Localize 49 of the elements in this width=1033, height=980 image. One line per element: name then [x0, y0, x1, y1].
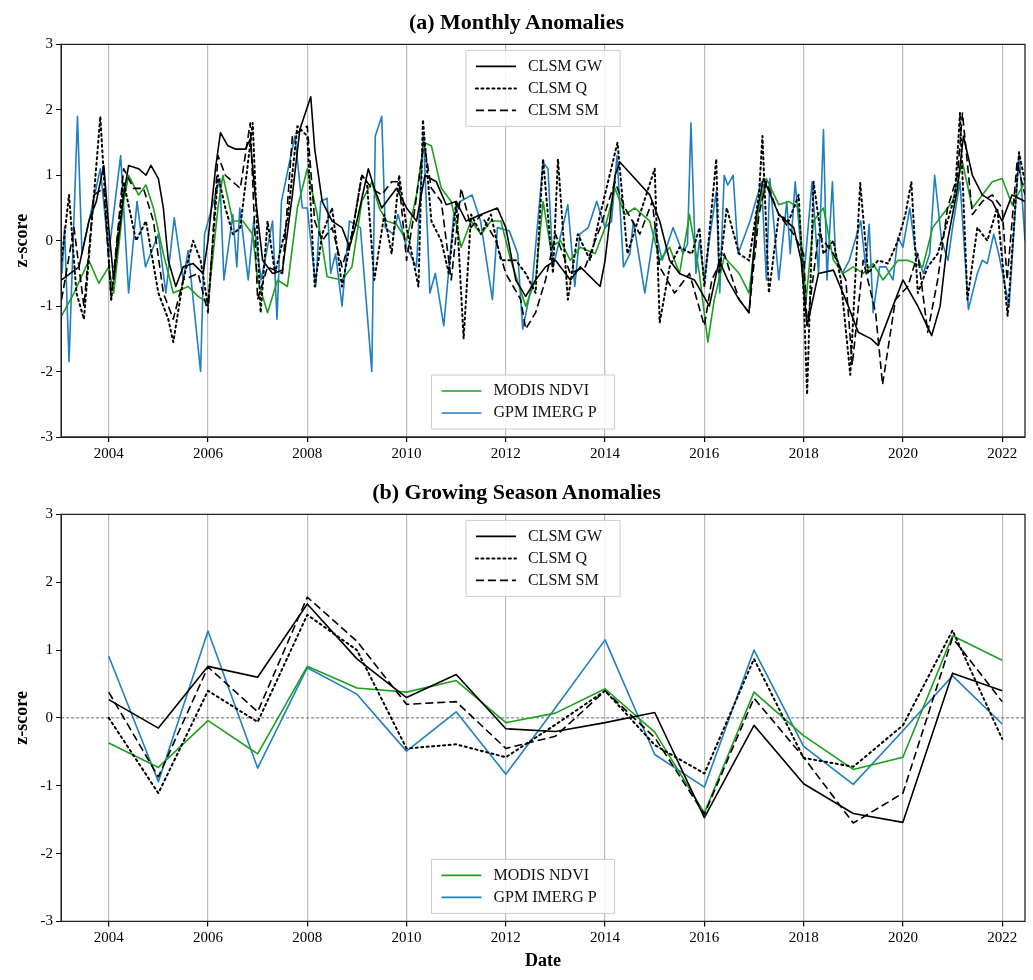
- legend-label: GPM IMERG P: [493, 887, 597, 905]
- x-tick-label: 2018: [788, 444, 819, 461]
- y-tick-label: -3: [40, 427, 54, 444]
- legend-label: CLSM GW: [527, 526, 604, 544]
- x-tick-label: 2004: [93, 929, 125, 946]
- x-tick-label: 2012: [490, 444, 521, 461]
- chart-title: (a) Monthly Anomalies: [408, 8, 625, 34]
- x-tick-label: 2022: [987, 929, 1018, 946]
- y-tick-label: 2: [45, 573, 54, 590]
- x-tick-label: 2004: [93, 444, 125, 461]
- legend-label: CLSM Q: [527, 78, 588, 96]
- x-tick-label: 2006: [193, 444, 224, 461]
- y-tick-label: 0: [45, 708, 54, 725]
- y-tick-label: 0: [45, 231, 54, 248]
- y-tick-label: -2: [40, 844, 54, 861]
- x-tick-label: 2020: [887, 444, 918, 461]
- y-tick-label: 3: [45, 505, 54, 522]
- x-tick-label: 2016: [689, 929, 720, 946]
- x-tick-label: 2008: [292, 444, 323, 461]
- x-tick-label: 2022: [987, 444, 1018, 461]
- chart-title: (b) Growing Season Anomalies: [372, 478, 662, 504]
- x-tick-label: 2010: [391, 444, 422, 461]
- y-tick-label: -1: [40, 297, 54, 314]
- y-axis-title: z-score: [11, 213, 32, 268]
- y-tick-label: 3: [45, 35, 54, 52]
- x-tick-label: 2018: [788, 929, 819, 946]
- legend-label: CLSM SM: [527, 570, 599, 588]
- x-tick-label: 2012: [490, 929, 521, 946]
- y-tick-label: -2: [40, 362, 54, 379]
- y-tick-label: -1: [40, 776, 54, 793]
- x-tick-label: 2014: [590, 444, 621, 461]
- legend-label: MODIS NDVI: [493, 865, 590, 883]
- legend-label: CLSM SM: [527, 100, 599, 118]
- y-tick-label: 1: [45, 641, 54, 657]
- legend-label: GPM IMERG P: [493, 403, 597, 421]
- legend-label: CLSM Q: [527, 548, 588, 566]
- x-tick-label: 2020: [887, 929, 918, 946]
- x-tick-label: 2006: [193, 929, 224, 946]
- legend-label: CLSM GW: [527, 56, 604, 74]
- x-tick-label: 2016: [689, 444, 720, 461]
- y-tick-label: 2: [45, 100, 54, 117]
- legend-label: MODIS NDVI: [493, 381, 590, 399]
- y-tick-label: 1: [45, 166, 54, 183]
- x-axis-title: Date: [525, 949, 562, 970]
- y-axis-title: z-score: [11, 691, 32, 745]
- y-tick-label: -3: [40, 912, 54, 929]
- x-tick-label: 2010: [391, 929, 422, 946]
- x-tick-label: 2008: [292, 929, 323, 946]
- x-tick-label: 2014: [590, 929, 621, 946]
